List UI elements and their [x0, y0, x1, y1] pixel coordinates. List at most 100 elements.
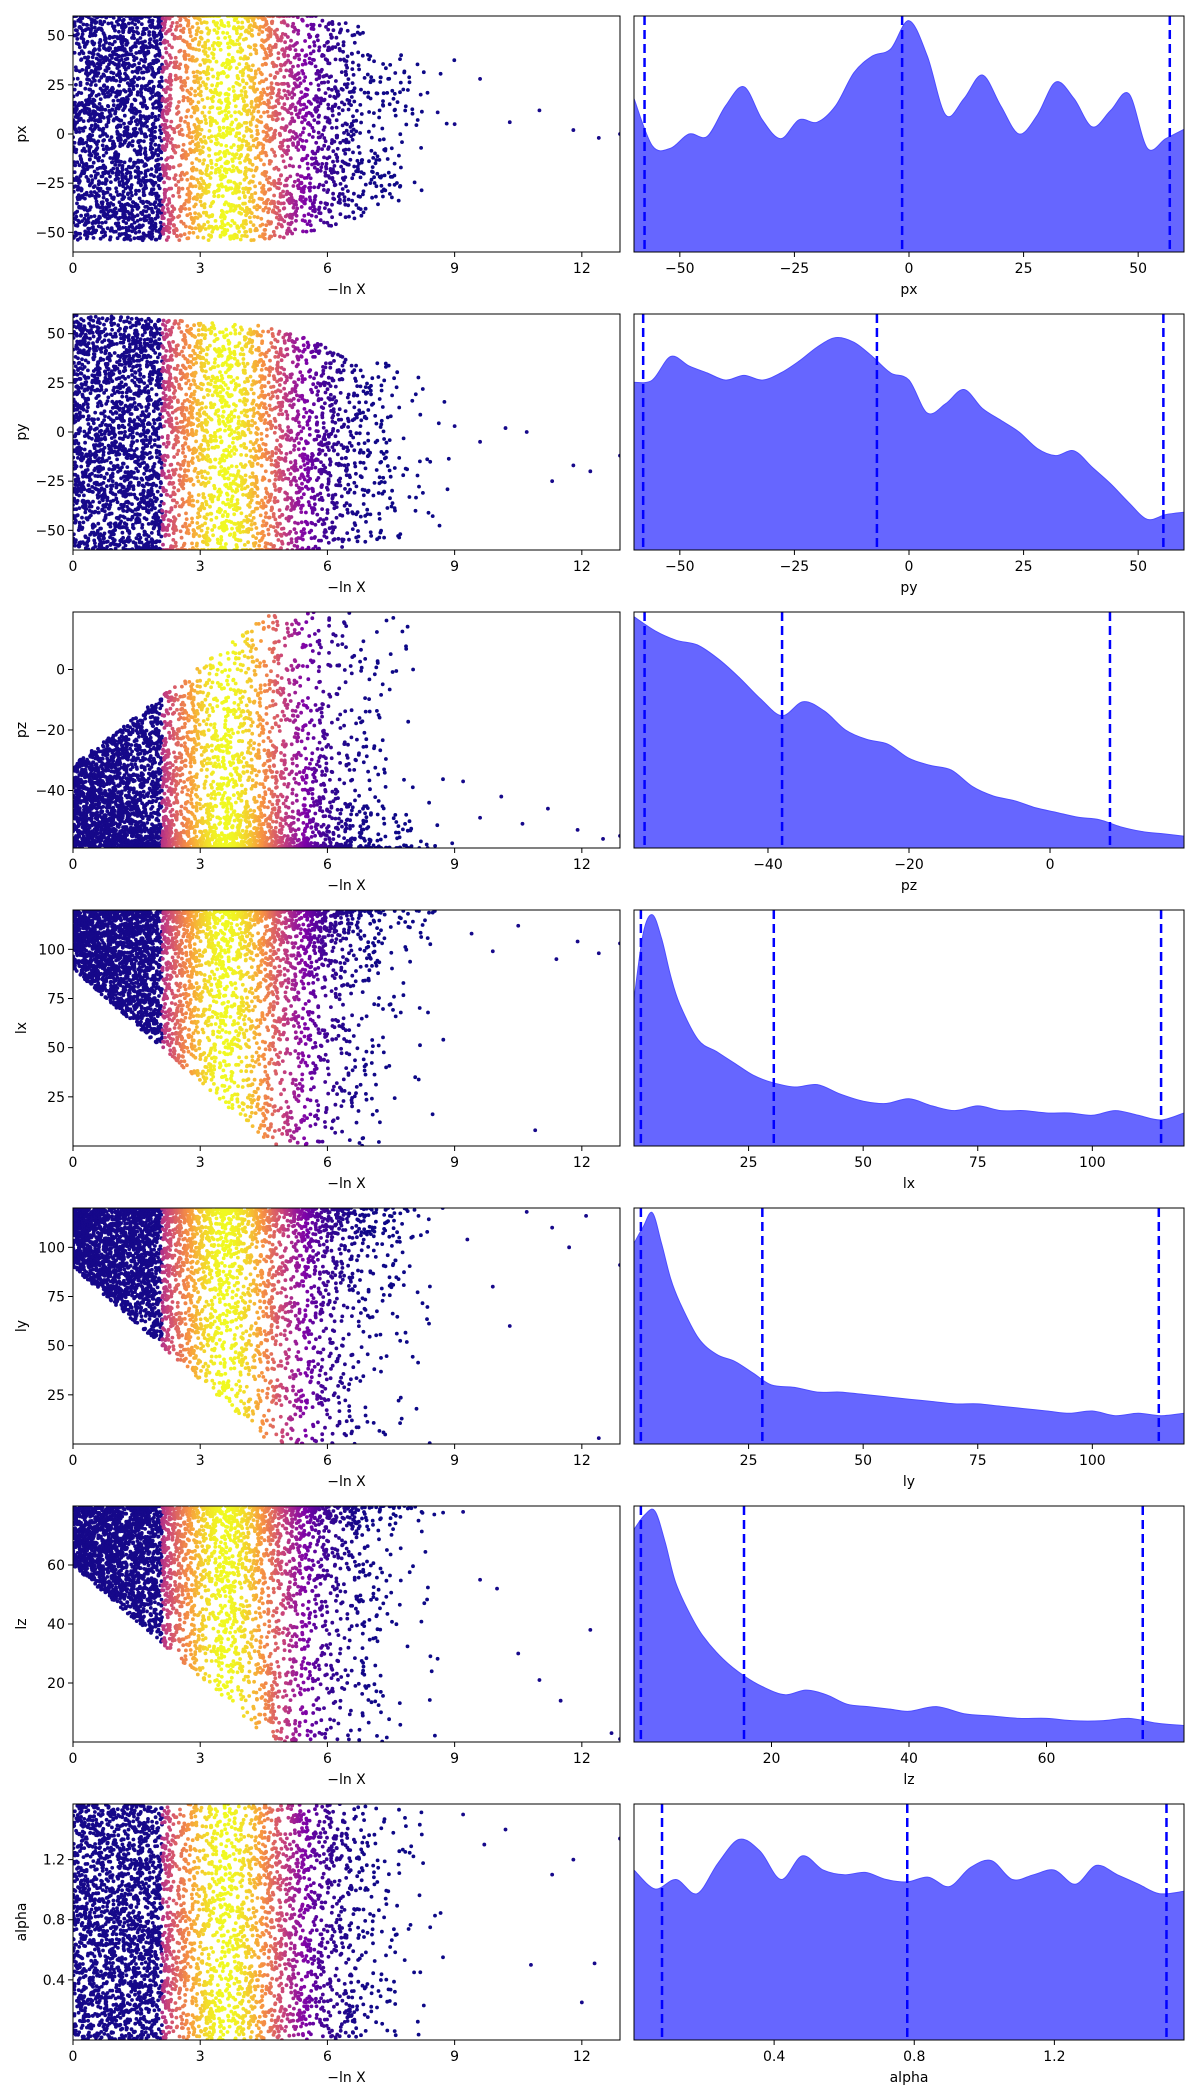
- scatter-point: [260, 30, 265, 34]
- scatter-point: [197, 40, 202, 45]
- scatter-point: [302, 126, 306, 131]
- scatter-point: [97, 379, 101, 384]
- scatter-point: [297, 53, 301, 57]
- scatter-point: [137, 188, 141, 193]
- scatter-point: [211, 56, 216, 60]
- scatter-point: [128, 238, 133, 242]
- scatter-point: [248, 23, 253, 28]
- scatter-point: [185, 171, 189, 176]
- scatter-point: [98, 215, 102, 220]
- scatter-point: [145, 106, 150, 110]
- scatter-point: [219, 143, 224, 147]
- scatter-point: [116, 176, 120, 181]
- scatter-point: [167, 200, 172, 205]
- scatter-point: [92, 184, 97, 189]
- scatter-point: [407, 75, 412, 80]
- y-tick-label: −25: [35, 176, 65, 192]
- scatter-point: [350, 52, 354, 56]
- scatter-point: [93, 541, 97, 545]
- scatter-point: [274, 225, 279, 230]
- scatter-point: [246, 56, 250, 61]
- scatter-point: [280, 143, 285, 148]
- scatter-point: [102, 509, 107, 514]
- scatter-point: [128, 174, 133, 179]
- scatter-point: [100, 22, 105, 27]
- scatter-point: [246, 64, 251, 69]
- scatter-point: [292, 119, 297, 124]
- scatter-point: [273, 104, 278, 109]
- scatter-point: [337, 105, 341, 110]
- scatter-point: [241, 79, 246, 84]
- scatter-point: [160, 123, 165, 127]
- scatter-point: [281, 235, 286, 240]
- scatter-point: [128, 157, 133, 162]
- scatter-point: [195, 196, 200, 201]
- scatter-point: [187, 230, 192, 235]
- scatter-point: [383, 147, 388, 151]
- scatter-point: [361, 171, 366, 176]
- scatter-point: [86, 547, 91, 550]
- scatter-point: [194, 157, 199, 161]
- scatter-point: [146, 68, 151, 73]
- scatter-point: [181, 221, 186, 226]
- scatter-point: [270, 117, 275, 122]
- scatter-point: [282, 81, 287, 86]
- scatter-point: [108, 114, 113, 118]
- scatter-point: [85, 167, 90, 172]
- scatter-point: [130, 229, 135, 234]
- scatter-point: [356, 169, 360, 174]
- scatter-point: [296, 64, 300, 68]
- x-tick-label: 0: [905, 261, 914, 277]
- scatter-point: [144, 218, 149, 223]
- scatter-point: [320, 162, 325, 166]
- scatter-point: [341, 49, 345, 54]
- scatter-point: [369, 75, 374, 80]
- scatter-point: [97, 373, 102, 377]
- scatter-point: [282, 21, 287, 25]
- scatter-point: [93, 78, 97, 83]
- scatter-point: [101, 129, 105, 134]
- scatter-point: [227, 35, 232, 39]
- scatter-point: [175, 21, 179, 25]
- scatter-point: [215, 81, 220, 86]
- scatter-point: [169, 96, 173, 101]
- scatter-point: [106, 120, 111, 125]
- scatter-point: [334, 35, 339, 40]
- scatter-point: [132, 75, 137, 79]
- scatter-point: [188, 34, 193, 38]
- scatter-point: [379, 183, 384, 188]
- scatter-point: [407, 80, 412, 85]
- scatter-point: [311, 27, 316, 31]
- scatter-point: [159, 150, 164, 155]
- scatter-point: [354, 118, 359, 123]
- scatter-point: [94, 228, 99, 233]
- scatter-point: [177, 100, 181, 104]
- scatter-point: [403, 104, 408, 109]
- scatter-point: [108, 193, 113, 197]
- scatter-point: [247, 199, 252, 204]
- scatter-point: [75, 513, 80, 518]
- scatter-point: [178, 17, 183, 22]
- scatter-point: [126, 228, 131, 233]
- scatter-point: [79, 446, 84, 451]
- scatter-point: [180, 133, 185, 137]
- scatter-point: [332, 170, 337, 175]
- scatter-point: [150, 18, 155, 23]
- scatter-point: [129, 183, 134, 187]
- scatter-point: [79, 116, 83, 121]
- scatter-point: [99, 346, 104, 351]
- scatter-point: [90, 436, 94, 441]
- scatter-point: [79, 91, 84, 95]
- scatter-point: [180, 206, 185, 211]
- scatter-point: [203, 227, 208, 231]
- scatter-point: [200, 171, 205, 176]
- scatter-point: [227, 45, 232, 49]
- scatter-point: [259, 120, 264, 125]
- scatter-point: [73, 163, 78, 168]
- scatter-point: [352, 164, 357, 169]
- scatter-point: [293, 227, 298, 232]
- scatter-point: [108, 93, 113, 97]
- scatter-point: [91, 499, 95, 504]
- scatter-point: [114, 189, 119, 194]
- scatter-point: [207, 28, 212, 33]
